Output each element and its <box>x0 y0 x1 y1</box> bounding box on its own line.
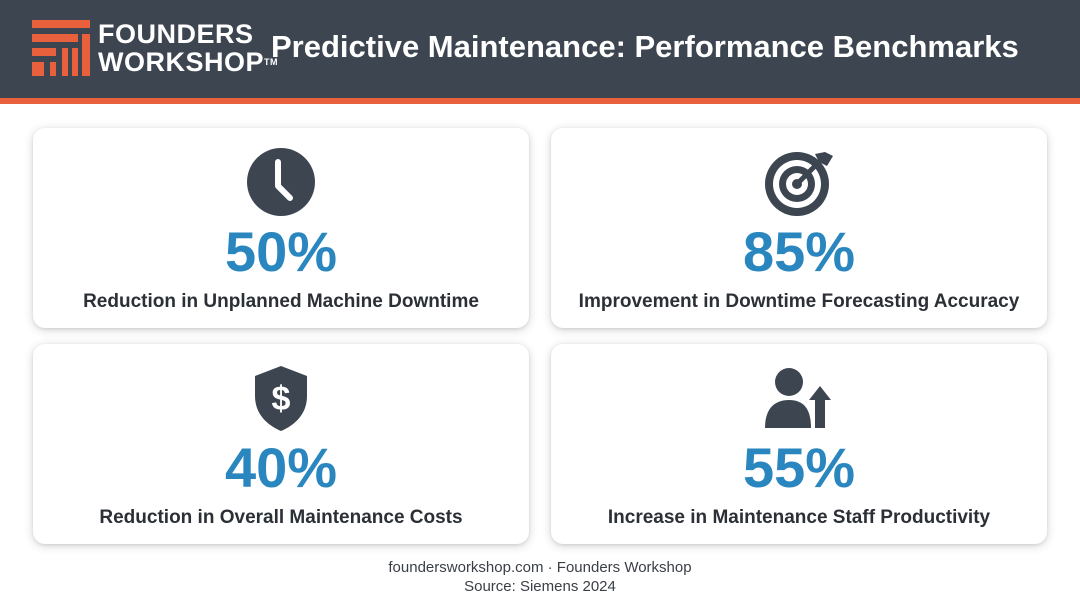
target-icon <box>765 152 833 216</box>
stat-card-productivity: 55% Increase in Maintenance Staff Produc… <box>551 344 1047 544</box>
logo-wordmark: FOUNDERS WORKSHOPTM <box>98 20 278 76</box>
trademark-mark: TM <box>264 57 278 67</box>
stat-value: 50% <box>224 220 338 283</box>
stat-label: Increase in Maintenance Staff Productivi… <box>607 507 991 528</box>
stat-value: 40% <box>224 436 338 499</box>
shield-dollar-icon: $ <box>255 366 307 431</box>
svg-text:$: $ <box>272 380 291 418</box>
footer-site-credit: foundersworkshop.com · Founders Workshop <box>388 559 692 576</box>
accent-divider <box>0 98 1080 104</box>
stat-value: 85% <box>742 220 856 283</box>
footer: foundersworkshop.com · Founders Workshop… <box>0 558 1080 596</box>
logo-line-workshop: WORKSHOPTM <box>98 47 278 77</box>
page-title: Predictive Maintenance: Performance Benc… <box>271 29 1019 64</box>
stat-card-forecasting: 85% Improvement in Downtime Forecasting … <box>551 128 1047 328</box>
stat-label: Improvement in Downtime Forecasting Accu… <box>578 291 1020 312</box>
stat-card-downtime: 50% Reduction in Unplanned Machine Downt… <box>33 128 529 328</box>
stat-label: Reduction in Unplanned Machine Downtime <box>83 291 479 312</box>
logo-line-founders: FOUNDERS <box>98 19 254 49</box>
stat-label: Reduction in Overall Maintenance Costs <box>99 507 463 528</box>
person-arrow-up-icon <box>765 368 831 428</box>
header-bar: FOUNDERS WORKSHOPTM Predictive Maintenan… <box>0 0 1080 98</box>
stat-card-costs: $ 40% Reduction in Overall Maintenance C… <box>33 344 529 544</box>
clock-icon <box>247 148 315 216</box>
founders-workshop-logo: FOUNDERS WORKSHOPTM <box>32 20 278 80</box>
logo-mark-icon <box>32 20 90 76</box>
stat-value: 55% <box>742 436 856 499</box>
footer-source: Source: Siemens 2024 <box>464 578 616 595</box>
